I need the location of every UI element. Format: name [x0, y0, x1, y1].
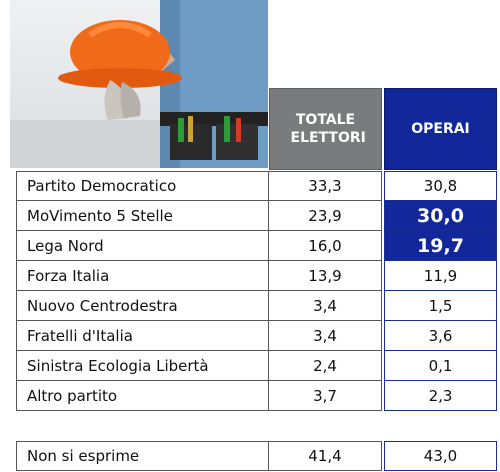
header-operai-label: OPERAI: [411, 121, 470, 137]
party-name-cell: Forza Italia: [16, 261, 269, 291]
totale-value-cell: 3,7: [269, 381, 382, 411]
header-operai: OPERAI: [384, 88, 497, 170]
party-name-cell: Nuovo Centrodestra: [16, 291, 269, 321]
totale-value-cell: 41,4: [269, 441, 382, 471]
header-totale-elettori: TOTALE ELETTORI: [269, 88, 382, 170]
worker-photo: [10, 0, 268, 168]
party-name-cell: Partito Democratico: [16, 171, 269, 201]
header-totale-label: TOTALE ELETTORI: [290, 112, 366, 146]
construction-worker-icon: [10, 0, 268, 168]
party-name-cell: Lega Nord: [16, 231, 269, 261]
totale-value-cell: 3,4: [269, 321, 382, 351]
totale-value-cell: 23,9: [269, 201, 382, 231]
operai-value-cell: 19,7: [384, 231, 497, 261]
operai-value-cell: 3,6: [384, 321, 497, 351]
totale-value-cell: 16,0: [269, 231, 382, 261]
operai-value-cell: 1,5: [384, 291, 497, 321]
totale-value-cell: 2,4: [269, 351, 382, 381]
party-name-cell: MoVimento 5 Stelle: [16, 201, 269, 231]
totale-value-cell: 3,4: [269, 291, 382, 321]
party-name-cell: Sinistra Ecologia Libertà: [16, 351, 269, 381]
operai-value-cell: 43,0: [384, 441, 497, 471]
operai-value-cell: 30,8: [384, 171, 497, 201]
operai-value-cell: 0,1: [384, 351, 497, 381]
party-name-cell: Non si esprime: [16, 441, 269, 471]
totale-value-cell: 33,3: [269, 171, 382, 201]
operai-value-cell: 2,3: [384, 381, 497, 411]
party-name-cell: Altro partito: [16, 381, 269, 411]
totale-value-cell: 13,9: [269, 261, 382, 291]
operai-value-cell: 30,0: [384, 201, 497, 231]
party-name-cell: Fratelli d'Italia: [16, 321, 269, 351]
operai-value-cell: 11,9: [384, 261, 497, 291]
